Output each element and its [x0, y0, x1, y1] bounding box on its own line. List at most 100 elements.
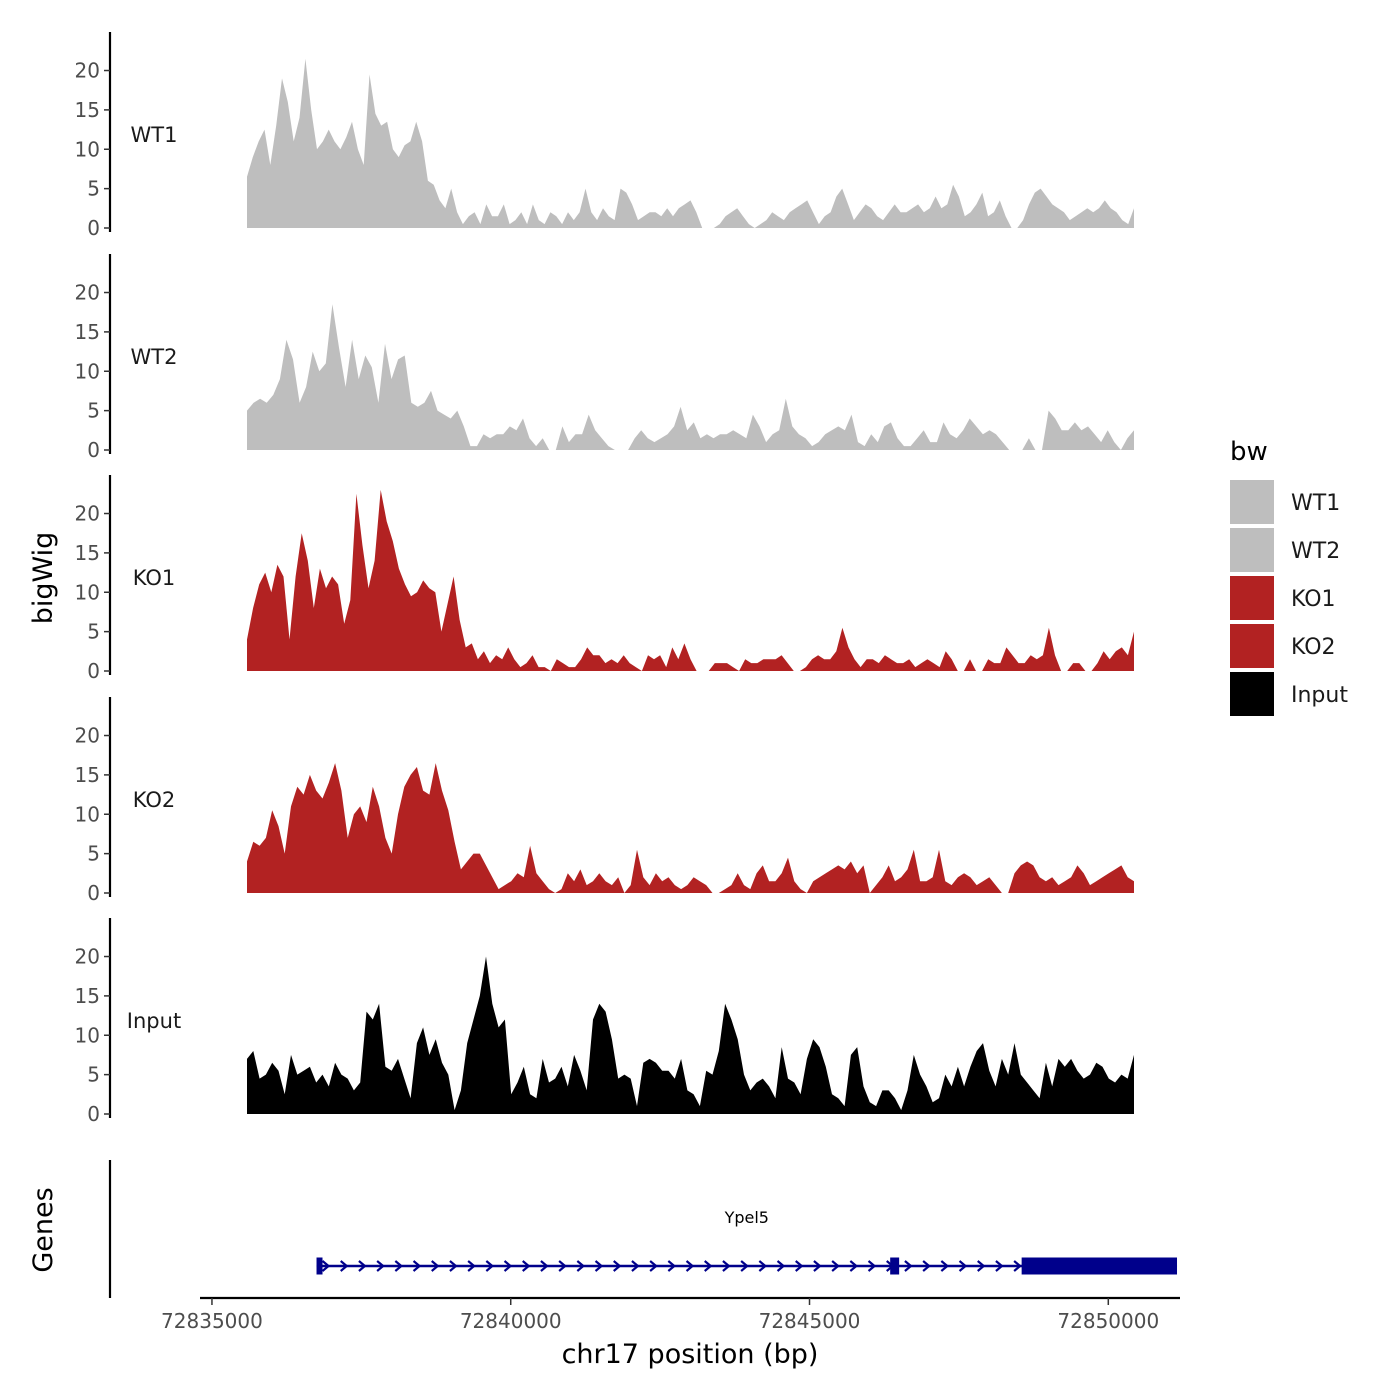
legend-entry: WT2	[1230, 528, 1340, 572]
legend-label: WT1	[1291, 491, 1340, 516]
strand-arrow	[576, 1260, 586, 1272]
legend-entry: WT1	[1230, 480, 1340, 524]
strand-arrow	[522, 1260, 531, 1272]
strand-arrow	[958, 1260, 968, 1272]
strand-arrow	[795, 1260, 804, 1272]
legend-swatch	[1230, 576, 1274, 620]
legend-label: WT2	[1291, 539, 1340, 564]
y-tick-label: 5	[87, 620, 100, 644]
y-tick-label: 15	[75, 98, 100, 122]
legend-swatch	[1230, 672, 1274, 716]
y-tick-label: 20	[75, 945, 100, 969]
y-tick-label: 0	[87, 881, 100, 905]
strand-arrow	[904, 1260, 913, 1272]
y-tick-label: 0	[87, 1102, 100, 1126]
gene-exon	[1021, 1257, 1178, 1275]
strand-arrow	[1013, 1260, 1022, 1272]
signal-tracks: 0 5 10 15 20 WT1 0 5 10 15 20 WT2 0 5 10 15 20 KO1 0 5 10 15 2…	[75, 32, 1134, 1126]
y-tick-label: 10	[75, 137, 100, 161]
gene-track: Ypel5	[108, 1160, 1178, 1298]
y-tick-label: 15	[75, 763, 100, 787]
strand-arrow	[667, 1260, 677, 1272]
strand-arrow	[321, 1260, 331, 1272]
signal-area-ko1	[247, 489, 1134, 671]
strand-arrow	[394, 1260, 404, 1272]
strand-arrow	[867, 1260, 877, 1272]
legend-swatch	[1230, 480, 1274, 524]
gene-name-label: Ypel5	[724, 1208, 769, 1227]
legend-entry: KO2	[1230, 624, 1336, 668]
y-tick-label: 10	[75, 580, 100, 604]
y-tick-label: 20	[75, 281, 100, 305]
legend-entry: Input	[1230, 672, 1348, 716]
strand-arrow	[358, 1260, 367, 1272]
strand-arrow	[558, 1260, 567, 1272]
y-tick-label: 0	[87, 438, 100, 462]
track-label: WT1	[131, 123, 178, 147]
x-axis-title: chr17 position (bp)	[562, 1339, 819, 1370]
strand-arrow	[485, 1260, 495, 1272]
strand-arrow	[431, 1260, 440, 1272]
legend-swatch	[1230, 624, 1274, 668]
x-tick-label: 72850000	[1057, 1309, 1159, 1333]
strand-arrow	[649, 1260, 658, 1272]
legend-entry: KO1	[1230, 576, 1336, 620]
strand-arrow	[376, 1260, 385, 1272]
strand-arrow	[940, 1260, 950, 1272]
track-ko1: 0 5 10 15 20 KO1	[75, 475, 1134, 683]
track-ko2: 0 5 10 15 20 KO2	[75, 697, 1134, 905]
strand-arrow	[995, 1260, 1004, 1272]
track-wt2: 0 5 10 15 20 WT2	[75, 254, 1134, 462]
track-label: KO2	[133, 788, 176, 812]
y-tick-label: 20	[75, 724, 100, 748]
gene-exon	[316, 1257, 323, 1275]
strand-arrow	[594, 1260, 604, 1272]
gene-track-title: Genes	[28, 1187, 59, 1272]
legend-swatch	[1230, 528, 1274, 572]
legend-title: bw	[1230, 437, 1268, 467]
gene-model: Ypel5	[316, 1208, 1178, 1275]
strand-arrow	[722, 1260, 731, 1272]
x-tick-label: 72840000	[460, 1309, 562, 1333]
track-label: Input	[127, 1009, 181, 1033]
y-tick-label: 5	[87, 842, 100, 866]
y-tick-label: 10	[75, 1023, 100, 1047]
strand-arrow	[685, 1260, 695, 1272]
strand-arrow	[831, 1260, 840, 1272]
x-axis: 72835000 72840000 72845000 72850000	[161, 1296, 1180, 1333]
strand-arrow	[740, 1260, 749, 1272]
strand-arrow	[467, 1260, 476, 1272]
strand-arrow	[412, 1260, 422, 1272]
strand-arrow	[977, 1260, 986, 1272]
y-tick-label: 5	[87, 177, 100, 201]
strand-arrow	[340, 1260, 349, 1272]
track-input: 0 5 10 15 20 Input	[75, 918, 1134, 1126]
y-tick-label: 5	[87, 1063, 100, 1087]
x-tick-label: 72845000	[759, 1309, 861, 1333]
strand-arrow	[449, 1260, 458, 1272]
strand-arrow	[540, 1260, 549, 1272]
strand-arrow	[813, 1260, 822, 1272]
legend-label: KO2	[1291, 635, 1336, 660]
strand-arrow	[849, 1260, 859, 1272]
y-tick-label: 0	[87, 659, 100, 683]
y-tick-label: 10	[75, 359, 100, 383]
x-tick-label: 72835000	[161, 1309, 263, 1333]
strand-arrow	[631, 1260, 640, 1272]
signal-area-wt1	[247, 58, 1134, 229]
strand-arrow	[503, 1260, 513, 1272]
legend-label: KO1	[1291, 587, 1336, 612]
y-tick-label: 15	[75, 320, 100, 344]
strand-arrow	[704, 1260, 713, 1272]
legend: bw WT1 WT2 KO1 KO2 Input	[1230, 437, 1348, 716]
y-tick-label: 20	[75, 59, 100, 83]
y-tick-label: 5	[87, 399, 100, 423]
signal-area-wt2	[247, 304, 1134, 450]
y-tick-label: 20	[75, 502, 100, 526]
strand-arrow	[758, 1260, 768, 1272]
y-tick-label: 15	[75, 541, 100, 565]
gene-exon	[890, 1257, 900, 1275]
track-label: WT2	[131, 345, 178, 369]
y-tick-label: 10	[75, 802, 100, 826]
